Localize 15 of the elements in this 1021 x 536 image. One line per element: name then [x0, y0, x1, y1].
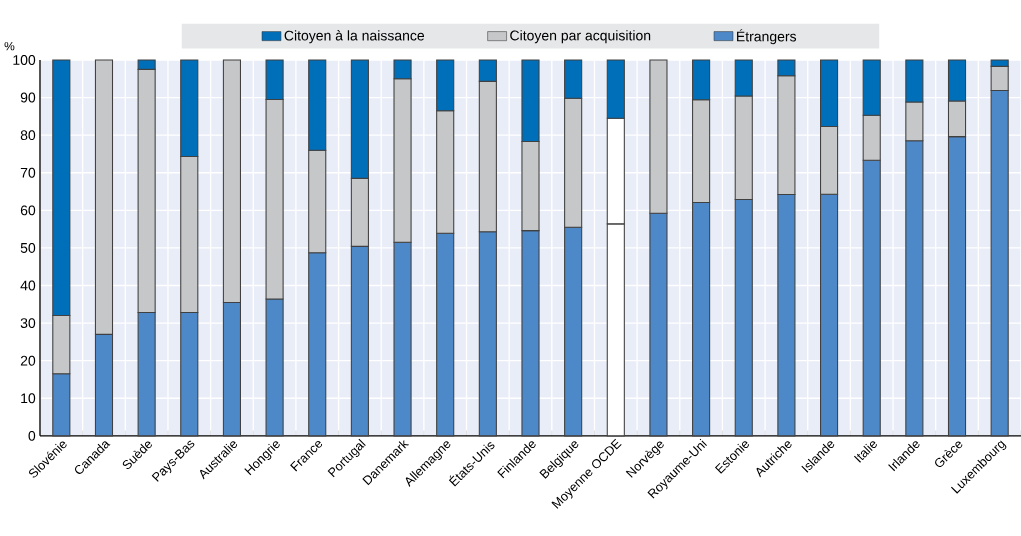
y-tick-label: 10 — [21, 393, 36, 404]
y-tick-label: 60 — [20, 205, 36, 216]
y-tick-label: 90 — [20, 92, 36, 103]
y-tick-label: 0 — [28, 431, 36, 441]
legend-label: Étrangers — [737, 29, 797, 45]
legend-label: Citoyen par acquisition — [510, 30, 651, 44]
y-tick-label: 50 — [20, 243, 36, 253]
y-tick-label: 80 — [20, 130, 36, 141]
y-tick-label: 30 — [20, 318, 36, 329]
y-tick-label: 70 — [20, 167, 36, 178]
y-tick-label: 100 — [13, 55, 36, 66]
y-axis-title: % — [4, 42, 15, 51]
legend-label: Citoyen à la naissance — [284, 30, 425, 44]
y-tick-label: 40 — [20, 280, 36, 291]
y-tick-label: 20 — [20, 355, 36, 366]
